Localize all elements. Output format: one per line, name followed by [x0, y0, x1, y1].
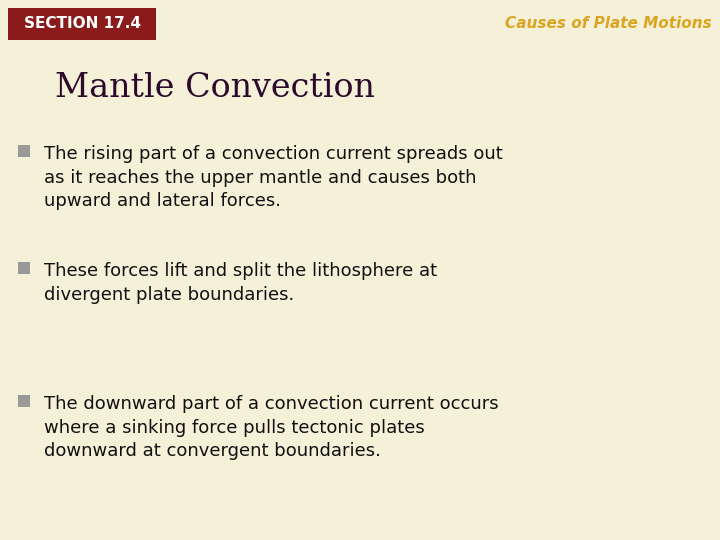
Text: These forces lift and split the lithosphere at
divergent plate boundaries.: These forces lift and split the lithosph… [44, 262, 437, 303]
Text: Causes of Plate Motions: Causes of Plate Motions [505, 17, 712, 31]
Text: SECTION 17.4: SECTION 17.4 [24, 17, 140, 31]
Text: The downward part of a convection current occurs
where a sinking force pulls tec: The downward part of a convection curren… [44, 395, 499, 460]
FancyBboxPatch shape [18, 145, 30, 157]
Text: Mantle Convection: Mantle Convection [55, 72, 375, 104]
FancyBboxPatch shape [18, 262, 30, 274]
Text: The rising part of a convection current spreads out
as it reaches the upper mant: The rising part of a convection current … [44, 145, 503, 210]
FancyBboxPatch shape [8, 8, 156, 40]
FancyBboxPatch shape [18, 395, 30, 407]
